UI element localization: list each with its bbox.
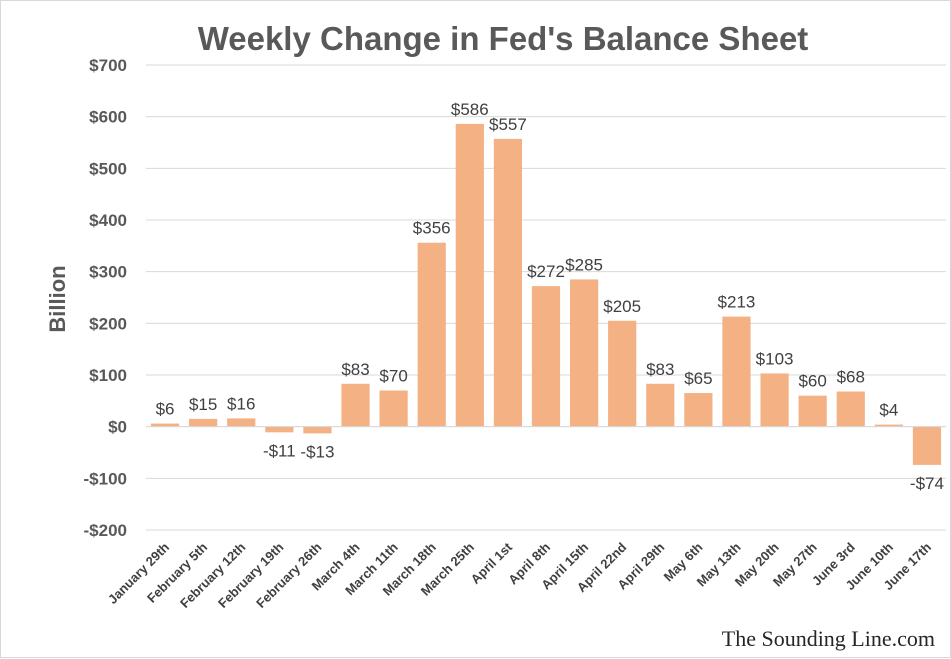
- bar: [493, 138, 522, 427]
- data-label: $60: [798, 372, 826, 391]
- bar: [912, 426, 942, 465]
- bar: [570, 279, 599, 427]
- data-label: $356: [413, 219, 451, 238]
- bar: [265, 426, 294, 433]
- data-labels: $6 $15 $16-$11 -$13$83 $70$356$586$557$272 $2…: [156, 100, 944, 493]
- bar: [836, 391, 865, 427]
- y-tick-label: -$100: [84, 469, 127, 488]
- data-label: $83: [646, 360, 674, 379]
- data-label: $586: [451, 100, 489, 119]
- y-axis-label: Billion: [45, 265, 70, 332]
- data-label: $213: [718, 293, 756, 312]
- bar: [646, 383, 675, 427]
- data-label: $272: [527, 262, 565, 281]
- data-label: $15: [189, 395, 217, 414]
- bar: [684, 393, 713, 427]
- bar: [874, 424, 903, 427]
- bar: [303, 426, 332, 434]
- bar: [189, 418, 218, 427]
- data-label: $70: [379, 367, 407, 386]
- y-tick-label: $400: [89, 211, 127, 230]
- y-tick-label: $200: [89, 314, 127, 333]
- data-label: $4: [879, 401, 898, 420]
- watermark-text: The Sounding Line.com: [722, 626, 935, 651]
- y-tick-label: $0: [108, 418, 127, 437]
- data-label: $205: [603, 297, 641, 316]
- data-label: -$13: [300, 442, 334, 461]
- bar: [150, 423, 180, 427]
- y-tick-label: $500: [89, 159, 127, 178]
- data-label: $557: [489, 115, 527, 134]
- data-label: $16: [227, 394, 255, 413]
- bar: [455, 123, 484, 427]
- y-tick-label: $600: [89, 108, 127, 127]
- bar: [379, 390, 408, 427]
- data-label: $68: [837, 368, 865, 387]
- data-label: $83: [341, 360, 369, 379]
- y-tick-label: $100: [89, 366, 127, 385]
- data-label: -$74: [910, 474, 944, 493]
- data-label: $65: [684, 369, 712, 388]
- bar: [760, 373, 789, 427]
- bar: [227, 418, 256, 427]
- bars: [146, 123, 946, 465]
- data-label: -$11: [263, 441, 296, 460]
- chart-title: Weekly Change in Fed's Balance Sheet: [198, 20, 809, 57]
- data-label: $6: [156, 400, 175, 419]
- y-tick-label: -$200: [84, 521, 127, 540]
- data-label: $103: [756, 349, 794, 368]
- bar: [531, 286, 561, 427]
- bar: [722, 316, 751, 427]
- y-tick-label: $300: [89, 263, 127, 282]
- y-axis-ticks: -$200 -$100 $0 $100 $200 $300 $400 $500 $600 $700: [84, 56, 127, 540]
- y-tick-label: $700: [89, 56, 127, 75]
- data-label: $285: [565, 255, 603, 274]
- bar: [341, 383, 370, 427]
- bar: [417, 242, 446, 427]
- bar: [608, 320, 637, 427]
- bar: [798, 395, 827, 427]
